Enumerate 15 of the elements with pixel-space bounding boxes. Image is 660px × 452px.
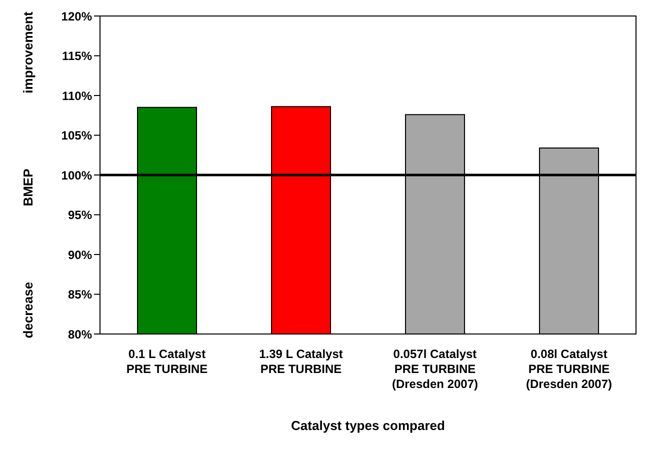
- y-tick-label: 90%: [68, 248, 92, 262]
- x-tick-label: 1.39 L Catalyst PRE TURBINE: [259, 347, 343, 376]
- y-tick-label: 80%: [68, 327, 92, 342]
- y-tick-label: 120%: [61, 9, 92, 24]
- x-tick-label: 0.1 L Catalyst PRE TURBINE: [126, 347, 208, 376]
- y-tick-label: 105%: [61, 128, 92, 143]
- x-tick-label: 0.08l Catalyst PRE TURBINE (Dresden 2007): [526, 347, 612, 391]
- y-tick-label: 95%: [68, 208, 92, 222]
- y-axis-title: decrease BMEP improvement: [20, 11, 36, 338]
- x-axis-title: Catalyst types compared: [291, 418, 445, 433]
- y-tick-label: 100%: [61, 168, 92, 182]
- x-tick-label: 0.057l Catalyst PRE TURBINE (Dresden 2007): [392, 347, 478, 391]
- y-tick-label: 85%: [68, 288, 92, 302]
- y-tick-label: 110%: [62, 88, 92, 103]
- y-tick-label: 115%: [62, 49, 92, 64]
